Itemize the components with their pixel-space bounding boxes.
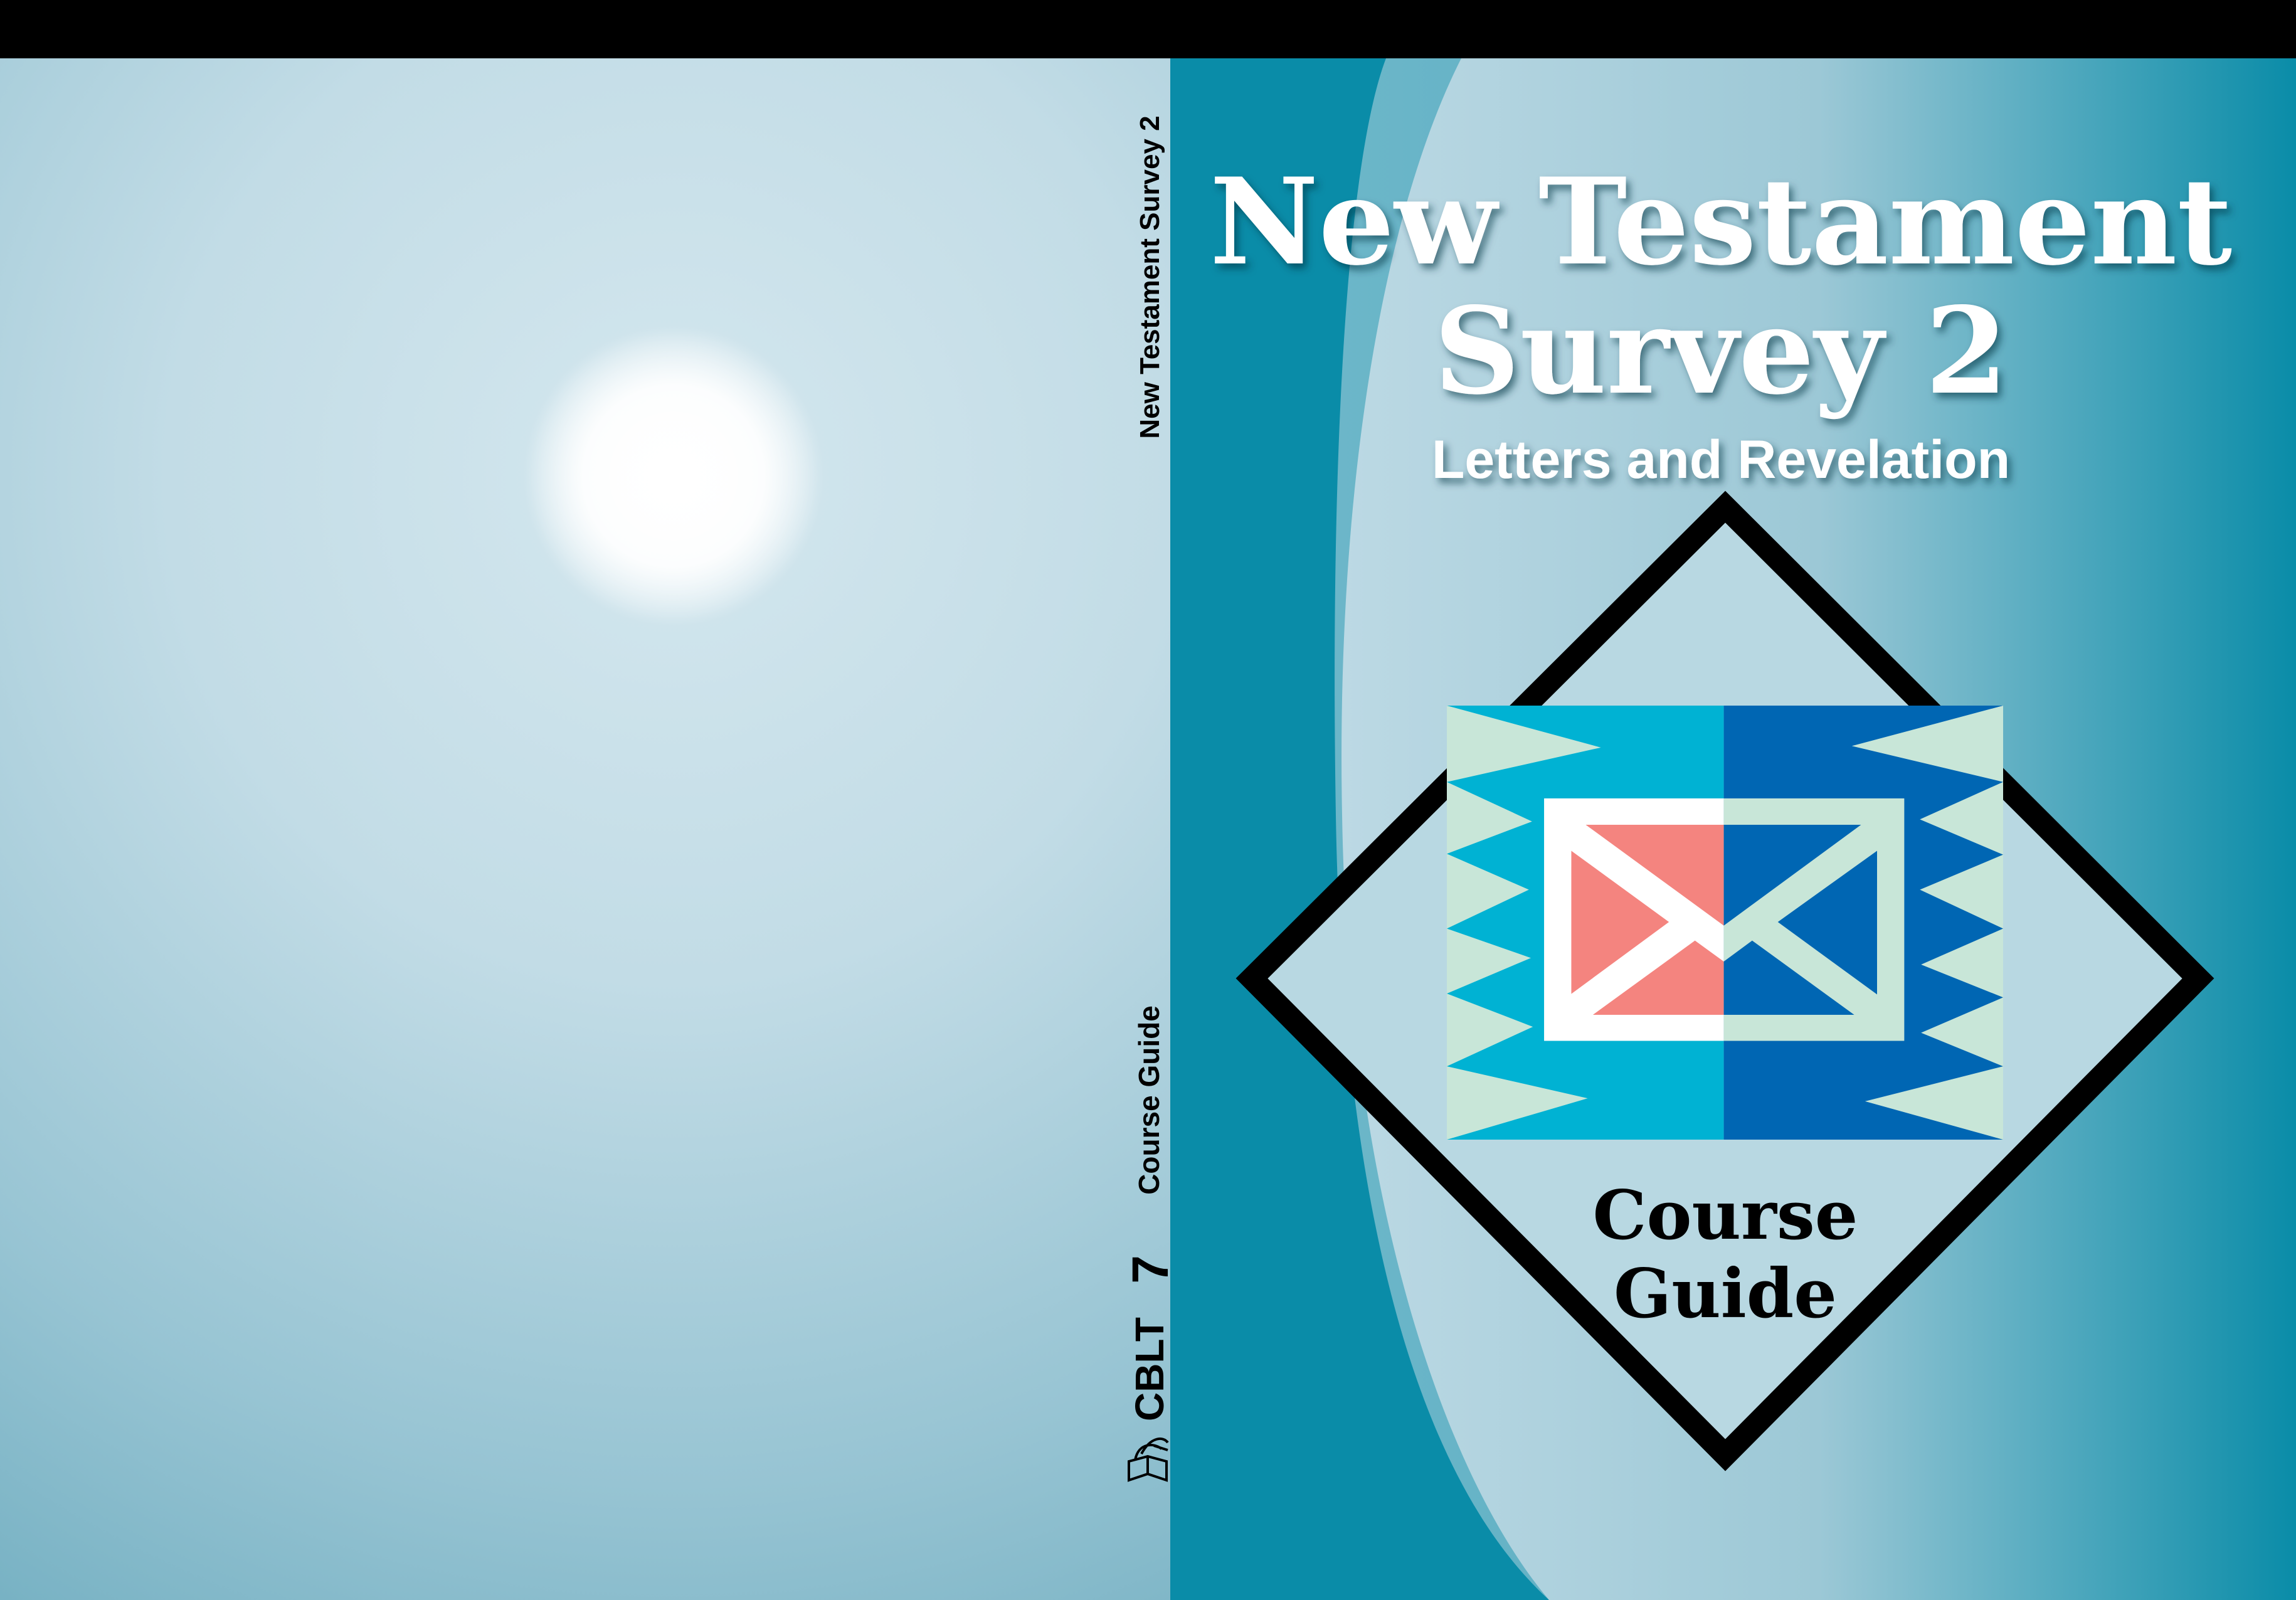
title-line1: New Testament (1210, 152, 2232, 292)
emblem-line1: Course (1593, 1176, 1858, 1255)
dove-over-open-book-icon (1128, 1437, 1169, 1482)
back-cover (0, 58, 1170, 1600)
spine-type: Course Guide (1133, 1005, 1165, 1195)
spine-title: New Testament Survey 2 (1135, 115, 1165, 438)
subtitle: Letters and Revelation (1432, 430, 2010, 490)
spine: New Testament Survey 2 Course Guide 7 CB… (1122, 115, 1179, 1482)
spine-number: 7 (1122, 1255, 1179, 1284)
envelope-icon (1447, 706, 2003, 1140)
spine-series: CBLT (1127, 1317, 1172, 1421)
emblem-line2: Guide (1614, 1254, 1837, 1333)
top-black-bar (0, 0, 2296, 58)
emblem-diamond: Course Guide (1235, 490, 2214, 1471)
title-line2: Survey 2 (1434, 281, 2008, 421)
sun-glow (523, 326, 824, 627)
